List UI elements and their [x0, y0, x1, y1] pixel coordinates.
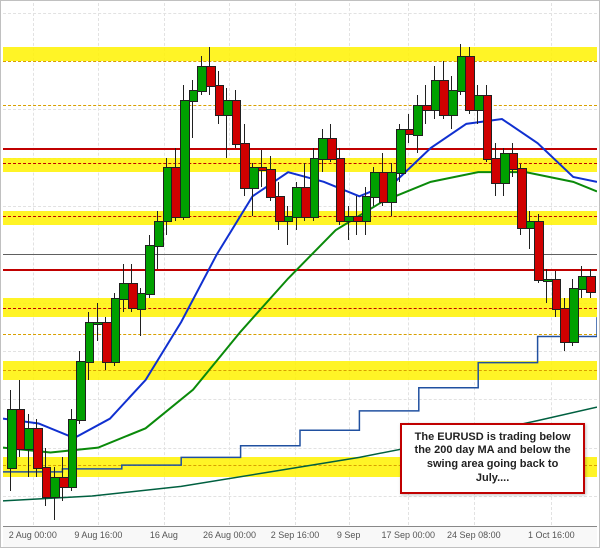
horizontal-level-line: [3, 61, 597, 62]
horizontal-level-line: [3, 308, 597, 309]
x-axis-label: 17 Sep 00:00: [381, 530, 435, 540]
horizontal-level-line: [3, 148, 597, 150]
x-axis-label: 24 Sep 08:00: [447, 530, 501, 540]
chart-annotation: The EURUSD is trading below the 200 day …: [400, 423, 585, 494]
x-axis: 2 Aug 00:00 9 Aug 16:00 16 Aug 26 Aug 00:00…: [3, 526, 597, 547]
forex-candlestick-chart: The EURUSD is trading below the 200 day …: [0, 0, 600, 548]
x-axis-label: 1 Oct 16:00: [528, 530, 575, 540]
support-resistance-zone: [3, 47, 597, 62]
x-axis-label: 2 Aug 00:00: [9, 530, 57, 540]
x-axis-label: 9 Aug 16:00: [74, 530, 122, 540]
horizontal-level-line: [3, 254, 597, 255]
x-axis-label: 2 Sep 16:00: [271, 530, 320, 540]
horizontal-level-line: [3, 370, 597, 371]
horizontal-level-line: [3, 269, 597, 271]
x-axis-label: 9 Sep: [337, 530, 361, 540]
horizontal-level-line: [3, 105, 597, 106]
x-axis-label: 16 Aug: [150, 530, 178, 540]
x-axis-label: 26 Aug 00:00: [203, 530, 256, 540]
plot-area: The EURUSD is trading below the 200 day …: [3, 3, 597, 525]
